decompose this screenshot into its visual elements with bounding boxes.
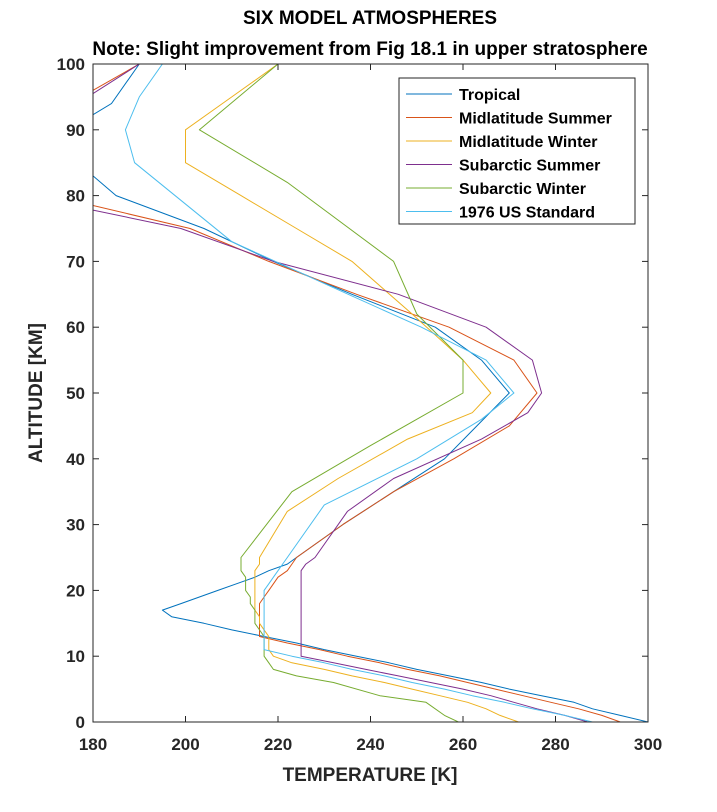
x-tick-label: 200 (171, 735, 199, 754)
legend-label-midlatitude-winter: Midlatitude Winter (459, 134, 598, 151)
y-tick-label: 70 (66, 252, 85, 271)
legend-label-midlatitude-summer: Midlatitude Summer (459, 111, 612, 128)
series-layer (93, 64, 648, 722)
y-tick-label: 50 (66, 384, 85, 403)
y-tick-label: 20 (66, 581, 85, 600)
legend-label-subarctic-winter: Subarctic Winter (459, 181, 586, 198)
x-axis-label: TEMPERATURE [K] (283, 765, 458, 786)
y-tick-label: 80 (66, 187, 85, 206)
legend-label-tropical: Tropical (459, 87, 520, 104)
legend: Tropical Midlatitude Summer Midlatitude Wi… (398, 77, 636, 225)
legend-label-1976-us-standard: 1976 US Standard (459, 205, 595, 222)
x-tick-label: 180 (79, 735, 107, 754)
legend-label-subarctic-summer: Subarctic Summer (459, 158, 600, 175)
chart-title: SIX MODEL ATMOSPHERES (243, 8, 497, 29)
y-tick-label: 90 (66, 121, 85, 140)
x-tick-label: 280 (541, 735, 569, 754)
y-tick-label: 30 (66, 516, 85, 535)
series-line-midlatitude-winter (185, 64, 519, 722)
y-axis-label: ALTITUDE [KM] (26, 323, 47, 463)
series-line-subarctic-winter (198, 64, 464, 722)
y-tick-label: 10 (66, 647, 85, 666)
series-line-subarctic-summer-upper (93, 64, 140, 95)
chart-subtitle: Note: Slight improvement from Fig 18.1 i… (92, 39, 647, 60)
y-axis-ticks: 0 10 20 30 40 50 60 70 80 90 100 (57, 55, 648, 732)
x-tick-label: 260 (449, 735, 477, 754)
x-tick-label: 300 (634, 735, 662, 754)
series-line-subarctic-summer (93, 209, 589, 722)
x-tick-label: 240 (356, 735, 384, 754)
y-tick-label: 0 (76, 713, 85, 732)
y-tick-label: 40 (66, 450, 85, 469)
series-line-midlatitude-summer (93, 205, 621, 722)
x-tick-label: 220 (264, 735, 292, 754)
x-axis-ticks: 180 200 220 240 260 280 300 (79, 64, 662, 754)
series-line-tropical-upper (93, 64, 140, 116)
series-line-tropical (93, 175, 648, 722)
legend-box (398, 77, 636, 225)
y-tick-label: 100 (57, 55, 85, 74)
y-tick-label: 60 (66, 318, 85, 337)
series-line-1976-us-standard (124, 64, 593, 722)
